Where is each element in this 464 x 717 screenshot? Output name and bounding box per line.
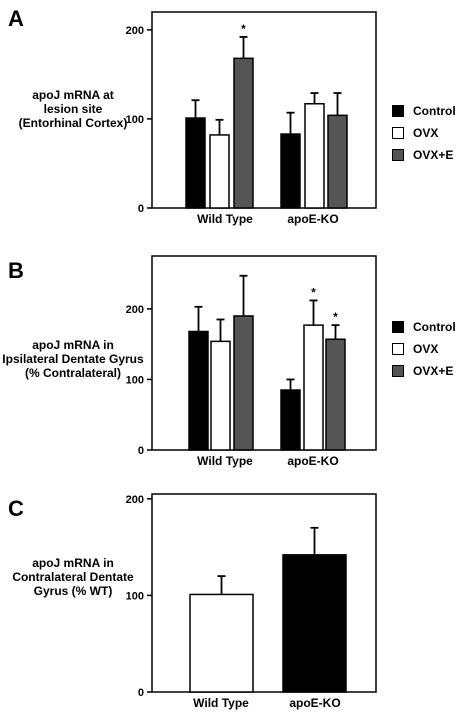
- legend-swatch-control: [392, 105, 404, 117]
- bar: [189, 593, 254, 693]
- legend-swatch-control: [392, 321, 404, 333]
- y-tick-label: 200: [126, 25, 144, 37]
- bar: [280, 389, 301, 451]
- legend-item-ovx: OVX: [392, 122, 456, 144]
- y-tick-label: 0: [138, 203, 144, 215]
- x-category-label: Wild Type: [197, 454, 253, 468]
- legend-swatch-ovx: [392, 343, 404, 355]
- panel-c-ylabel-line-1: apoJ mRNA in: [32, 556, 114, 570]
- panel-b-legend: Control OVX OVX+E: [392, 316, 456, 382]
- y-tick-label: 0: [138, 687, 144, 699]
- legend-label-ovxe: OVX+E: [413, 148, 454, 162]
- bar: [325, 338, 346, 451]
- panel-a-chart: 0 100 200 * Wild Type apoE-KO: [126, 11, 377, 226]
- bar: [185, 117, 206, 209]
- legend-swatch-ovxe: [392, 149, 404, 161]
- legend-label-control: Control: [413, 104, 456, 118]
- plot-frame: [151, 255, 377, 451]
- panel-b-ylabel-line-3: (% Contralateral): [24, 366, 122, 380]
- bar: [304, 103, 325, 209]
- legend-label-control: Control: [413, 320, 456, 334]
- legend-item-ovxe: OVX+E: [392, 144, 456, 166]
- panel-c-letter: C: [8, 496, 24, 521]
- panel-c-ylabel-line-3: Gyrus (% WT): [33, 584, 113, 598]
- panel-c-ylabel: apoJ mRNA in Contralateral Dentate Gyrus…: [0, 556, 146, 598]
- legend-swatch-ovxe: [392, 365, 404, 377]
- legend-label-ovx: OVX: [413, 126, 439, 140]
- panel-a-ylabel: apoJ mRNA at lesion site (Entorhinal Cor…: [0, 88, 146, 130]
- panel-c-ylabel-line-2: Contralateral Dentate: [12, 570, 134, 584]
- bar: [210, 340, 231, 451]
- panel-a-ylabel-line-1: apoJ mRNA at: [32, 88, 114, 102]
- bar: [303, 324, 324, 451]
- x-category-label: Wild Type: [197, 212, 253, 226]
- x-category-label: apoE-KO: [287, 212, 338, 226]
- x-category-label: apoE-KO: [289, 696, 340, 710]
- panel-b-ylabel-line-1: apoJ mRNA in: [32, 338, 114, 352]
- y-tick-label: 100: [126, 374, 144, 386]
- bar: [233, 315, 254, 451]
- bar: [327, 114, 348, 209]
- x-category-label: Wild Type: [193, 696, 249, 710]
- significance-star: *: [241, 22, 246, 36]
- panel-b-letter: B: [8, 258, 24, 283]
- y-tick-label: 200: [126, 304, 144, 316]
- panel-b-ylabel-line-2: Ipsilateral Dentate Gyrus: [2, 352, 144, 366]
- significance-star: *: [333, 310, 338, 324]
- bar: [209, 134, 230, 209]
- legend-item-control: Control: [392, 100, 456, 122]
- y-tick-label: 100: [126, 114, 144, 126]
- y-tick-label: 0: [138, 445, 144, 457]
- bar: [188, 330, 209, 451]
- panel-a-legend: Control OVX OVX+E: [392, 100, 456, 166]
- bar: [282, 554, 347, 693]
- legend-item-ovx: OVX: [392, 338, 456, 360]
- legend-item-ovxe: OVX+E: [392, 360, 456, 382]
- x-category-label: apoE-KO: [287, 454, 338, 468]
- panel-a-ylabel-line-3: (Entorhinal Cortex): [18, 116, 128, 130]
- panel-a-letter: A: [8, 6, 24, 31]
- panel-b-chart: 0 100 200 * * Wild Type apoE-KO: [126, 255, 377, 468]
- panel-b-ylabel: apoJ mRNA in Ipsilateral Dentate Gyrus (…: [0, 338, 146, 380]
- legend-swatch-ovx: [392, 127, 404, 139]
- legend-item-control: Control: [392, 316, 456, 338]
- plot-frame: [151, 493, 377, 693]
- legend-label-ovxe: OVX+E: [413, 364, 454, 378]
- bar: [233, 57, 254, 209]
- panel-a-ylabel-line-2: lesion site: [43, 102, 103, 116]
- significance-star: *: [311, 285, 316, 299]
- bar: [280, 133, 301, 209]
- plot-frame: [151, 11, 377, 209]
- legend-label-ovx: OVX: [413, 342, 439, 356]
- y-tick-label: 100: [126, 590, 144, 602]
- y-tick-label: 200: [126, 494, 144, 506]
- panel-c-chart: 0 100 200 Wild Type apoE-KO: [126, 493, 377, 710]
